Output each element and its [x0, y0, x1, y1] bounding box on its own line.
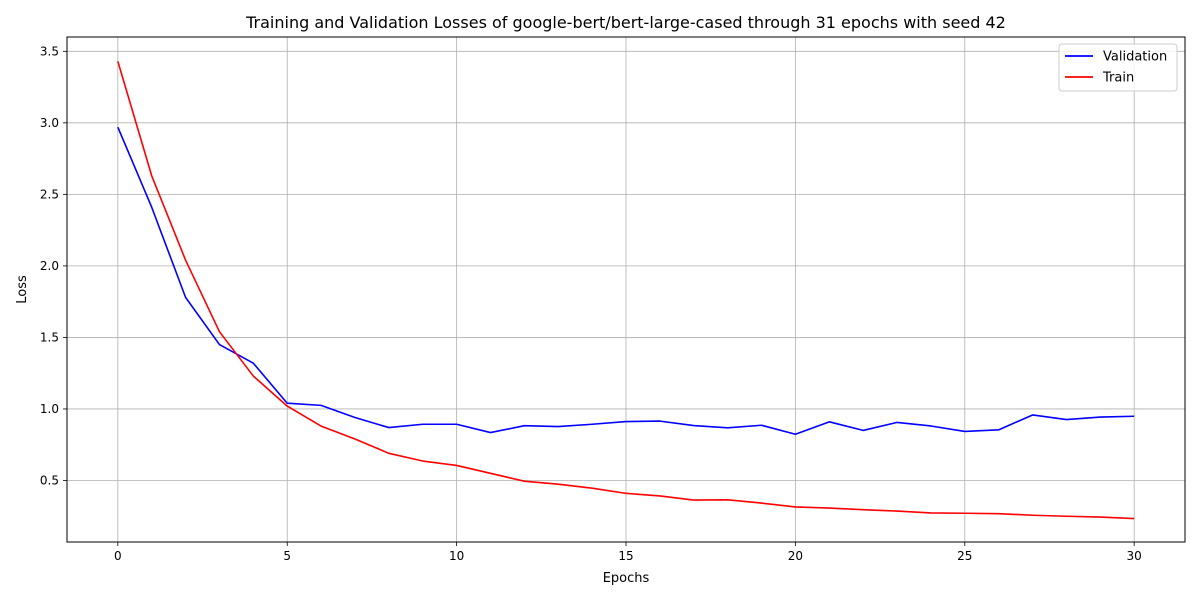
- x-tick-label: 5: [283, 549, 291, 563]
- legend: Validation Train: [1058, 43, 1178, 92]
- grid: [67, 37, 1185, 542]
- y-axis-label: Loss: [15, 275, 30, 304]
- x-tick-label: 0: [114, 549, 122, 563]
- legend-label-validation: Validation: [1103, 50, 1167, 65]
- series-line-validation: [117, 126, 1135, 436]
- series-line-train: [117, 61, 1135, 520]
- y-tick-label: 1.5: [40, 330, 59, 344]
- chart-title: Training and Validation Losses of google…: [245, 13, 1006, 32]
- y-tick-label: 2.5: [40, 187, 59, 201]
- y-tick-label: 2.0: [40, 259, 59, 273]
- x-axis-label: Epochs: [603, 571, 650, 586]
- ticks: 0 5 10 15 20 25 30 0.5 1.0 1.5 2.0 2.5 3.0 3.5: [40, 44, 1142, 563]
- x-tick-label: 10: [449, 549, 464, 563]
- y-tick-label: 3.0: [40, 116, 59, 130]
- x-tick-label: 25: [957, 549, 972, 563]
- legend-label-train: Train: [1102, 71, 1134, 86]
- x-tick-label: 30: [1127, 549, 1142, 563]
- y-tick-label: 1.0: [40, 402, 59, 416]
- x-tick-label: 20: [788, 549, 803, 563]
- x-tick-label: 15: [618, 549, 633, 563]
- y-tick-label: 0.5: [40, 473, 59, 487]
- series-layer: [117, 61, 1135, 520]
- y-tick-label: 3.5: [40, 44, 59, 58]
